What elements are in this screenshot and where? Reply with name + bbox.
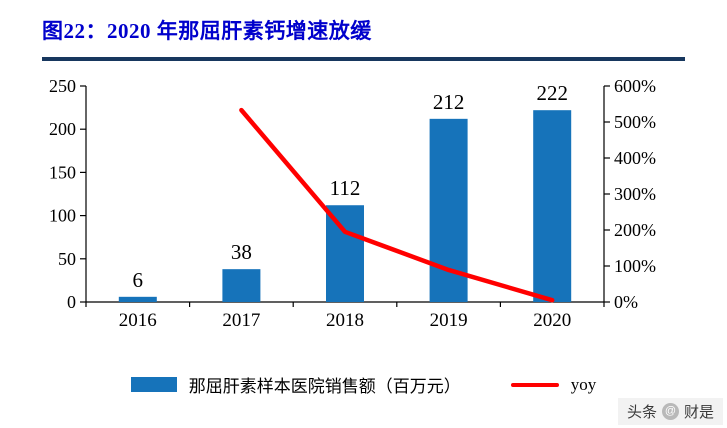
bar-2018	[326, 205, 364, 302]
watermark-account: 财是	[683, 404, 714, 421]
right-axis-tick-label: 600%	[614, 76, 656, 96]
bar-value-label: 6	[133, 268, 144, 292]
right-axis-tick-label: 400%	[614, 148, 656, 168]
x-axis-category-label: 2020	[533, 310, 571, 331]
yoy-line	[239, 107, 555, 303]
watermark-platform: 头条	[626, 404, 657, 421]
right-axis-tick-label: 200%	[614, 220, 656, 240]
right-axis-tick-label: 500%	[614, 112, 656, 132]
x-axis-category-label: 2018	[326, 310, 364, 331]
legend: 那屈肝素样本医院销售额（百万元） yoy	[0, 372, 727, 397]
bar-value-label: 112	[330, 176, 361, 200]
left-axis-tick-label: 150	[49, 162, 76, 182]
x-axis-category-label: 2019	[430, 310, 468, 331]
left-axis-tick-label: 0	[67, 292, 76, 312]
watermark-avatar-icon: @	[661, 403, 679, 420]
line-legend-swatch	[510, 382, 559, 387]
left-axis-tick-label: 50	[58, 249, 76, 269]
figure-title: 图22：2020 年那屈肝素钙增速放缓	[42, 19, 372, 43]
bar-value-label: 222	[536, 81, 568, 105]
watermark: 头条 @ 财是	[617, 398, 723, 425]
bar-value-label: 212	[433, 90, 465, 114]
bar-legend-label: 那屈肝素样本医院销售额（百万元）	[188, 377, 461, 396]
left-axis-tick-label: 250	[49, 76, 76, 96]
line-legend-label: yoy	[570, 374, 597, 394]
right-axis-tick-label: 100%	[614, 256, 656, 276]
x-axis-category-label: 2017	[222, 310, 260, 331]
left-axis-tick-label: 100	[49, 206, 76, 226]
bar-legend-swatch	[130, 377, 177, 392]
title-underline-rule	[42, 57, 685, 61]
left-axis-tick-label: 200	[49, 119, 76, 139]
bar-2017	[222, 269, 261, 302]
combo-chart: 0 50 100 150 200 250 0% 100% 200% 300% 400% 500% 600…	[28, 70, 696, 338]
right-axis-tick-label: 300%	[614, 184, 656, 204]
x-axis-category-label: 2016	[119, 310, 157, 331]
chart-canvas: 0 50 100 150 200 250 0% 100% 200% 300% 400% 500% 600…	[49, 76, 656, 331]
bar-2020	[533, 110, 572, 302]
bar-2016	[118, 296, 157, 302]
bar-value-label: 38	[231, 240, 252, 264]
right-axis-tick-label: 0%	[614, 292, 638, 312]
